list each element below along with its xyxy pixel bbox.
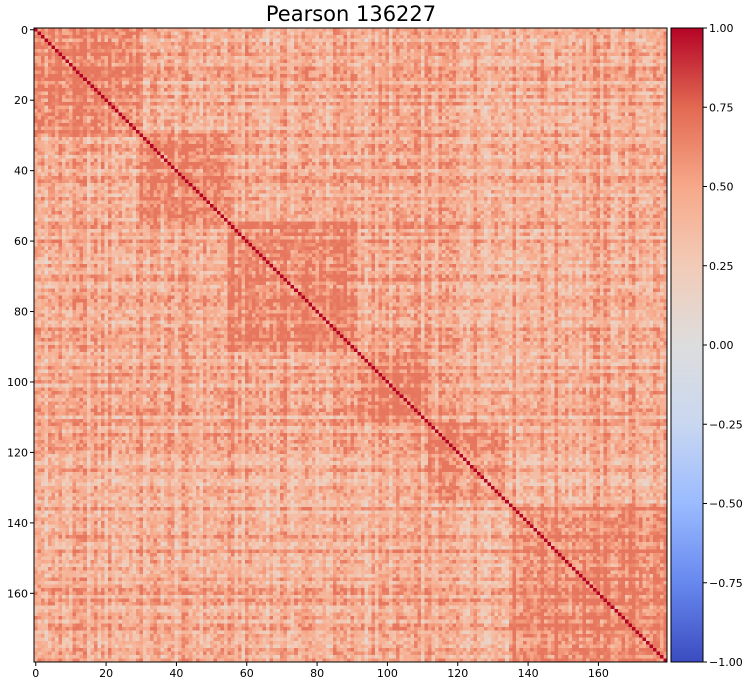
colorbar-tick-label: −1.00 — [709, 656, 743, 669]
colorbar-tick-label: 1.00 — [709, 22, 734, 35]
y-tick-label: 140 — [7, 517, 28, 530]
colorbar-tick-label: −0.50 — [709, 498, 743, 511]
y-tick-label: 100 — [7, 376, 28, 389]
y-tick-label: 80 — [14, 306, 28, 319]
x-tick-label: 20 — [99, 667, 113, 680]
y-tick-label: 60 — [14, 235, 28, 248]
y-tick-label: 120 — [7, 446, 28, 459]
x-tick-label: 40 — [169, 667, 183, 680]
plot-frame — [33, 27, 668, 663]
axes-group: 0 20 40 60 80 100 120 140 160 0 20 40 60 80 100 120 140 1… — [7, 24, 668, 680]
colorbar-tick-label: 0.75 — [709, 101, 734, 114]
x-tick-label: 140 — [518, 667, 539, 680]
x-tick-label: 60 — [240, 667, 254, 680]
colorbar-gradient — [670, 27, 704, 663]
y-tick-label: 40 — [14, 165, 28, 178]
y-tick-label: 0 — [21, 24, 28, 37]
x-tick-label: 100 — [377, 667, 398, 680]
heatmap-cells — [34, 28, 667, 662]
colorbar-tick-label: 0.50 — [709, 181, 734, 194]
x-tick-label: 0 — [32, 667, 39, 680]
colorbar: 1.00 0.75 0.50 0.25 0.00 −0.25 −0.50 −0.75 −1.00 — [670, 22, 743, 669]
colorbar-tick-label: −0.75 — [709, 577, 743, 590]
x-tick-label: 80 — [310, 667, 324, 680]
colorbar-tick-label: −0.25 — [709, 418, 743, 431]
y-tick-label: 20 — [14, 94, 28, 107]
chart-title: Pearson 136227 — [265, 2, 437, 26]
x-tick-label: 120 — [447, 667, 468, 680]
y-tick-label: 160 — [7, 587, 28, 600]
heatmap-area — [34, 28, 667, 662]
colorbar-tick-label: 0.00 — [709, 339, 734, 352]
x-tick-label: 160 — [588, 667, 609, 680]
colorbar-tick-label: 0.25 — [709, 260, 734, 273]
